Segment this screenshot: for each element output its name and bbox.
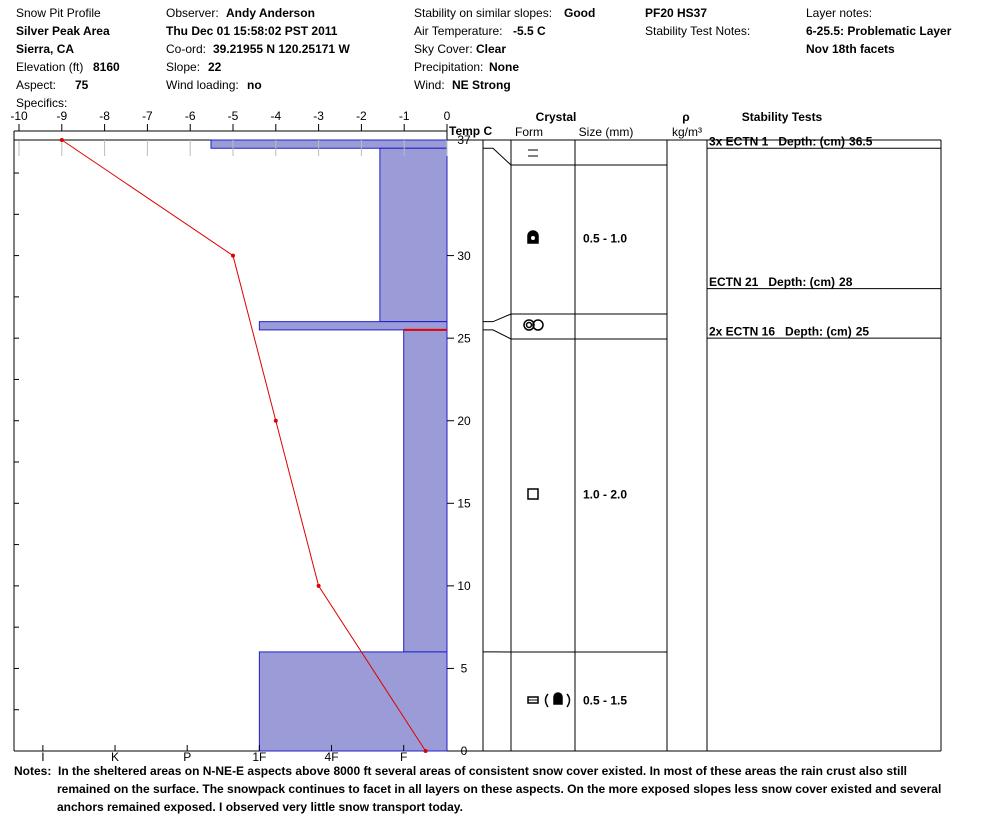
grain-size: 0.5 - 1.5 [583,694,627,708]
hardness-tick-label: P [183,750,191,764]
y-tick-label: 30 [457,249,471,263]
label: Slope: [166,60,200,74]
y-tick-label: 20 [457,414,471,428]
test-depth-label: Depth: (cm) [768,275,835,289]
x-tick-label: -4 [270,109,281,123]
x-tick-label: -1 [399,109,410,123]
label: Co-ord: [166,42,206,56]
value: -5.5 C [513,24,546,38]
column-header: Crystal [536,110,577,124]
grain-symbols [523,149,571,708]
column-header: Form [515,125,543,139]
notes: Notes: In the sheltered areas on N-NE-E … [14,762,949,816]
test-depth-label: Depth: (cm) [778,134,845,148]
label: Aspect: [16,78,56,92]
hardness-tick-label: I [41,750,44,764]
grain-size: 1.0 - 2.0 [583,488,627,502]
value: Andy Anderson [226,6,315,20]
temperature-point [423,749,428,753]
x-tick-label: 0 [444,109,451,123]
x-tick-label: -5 [228,109,239,123]
label: Stability on similar slopes: [414,6,552,20]
column-header: ρ [682,110,689,124]
label: Precipitation: [414,60,483,74]
layer-note: 6-25.5: Problematic Layer [806,24,952,38]
column-header: kg/m³ [672,125,702,139]
label: Layer notes: [806,6,872,20]
title: Snow Pit Profile [16,6,101,20]
column-header: Size (mm) [579,125,634,139]
x-tick-label: -2 [356,109,367,123]
y-tick-label: 5 [461,662,468,676]
y-tick-label: 0 [461,744,468,758]
area: Silver Peak Area [16,24,110,38]
value: Good [564,6,595,20]
label: Elevation (ft) [16,60,83,74]
layer-connector [483,313,512,323]
label: Stability Test Notes: [645,24,750,38]
temperature-point [316,583,321,588]
column-header: Stability Tests [742,110,823,124]
test-depth: 28 [839,275,853,289]
label: Sky Cover: [414,42,473,56]
temperature-point [231,253,235,258]
value: NE Strong [452,78,511,92]
layer-note: Nov 18th facets [806,42,895,56]
hardness-layer [210,139,448,149]
value: 39.21955 N 120.25171 W [213,42,350,56]
value: no [247,78,262,92]
hardness-layer [258,321,448,331]
y-tick-label: 15 [457,496,471,510]
x-tick-label: -10 [10,109,28,123]
x-axis-label: Temp C [449,124,492,138]
hardness-tick-label: F [400,750,407,764]
y-tick-label: 37 [457,133,471,147]
value: 75 [75,78,89,92]
grain-size: 0.5 - 1.0 [583,232,627,246]
layer-connector [483,329,512,340]
temperature-point [59,138,64,142]
label: Observer: [166,6,219,20]
x-tick-label: -9 [56,109,67,123]
notes-text: In the sheltered areas on N-NE-E aspects… [57,764,942,814]
temperature-point [273,418,278,423]
label: Specifics: [16,96,67,110]
region: Sierra, CA [16,42,74,56]
label: Wind loading: [166,78,239,92]
hardness-tick-label: 4F [325,750,339,764]
notes-label: Notes: [14,764,52,778]
y-tick-label: 25 [457,331,471,345]
label: Wind: [414,78,445,92]
test-depth-label: Depth: (cm) [785,324,852,338]
x-tick-label: -7 [142,109,153,123]
label: Air Temperature: [414,24,502,38]
hardness-layer [379,147,448,323]
test-depth: 25 [856,324,870,338]
value: None [489,60,519,74]
date: Thu Dec 01 15:58:02 PST 2011 [166,24,338,38]
x-tick-label: -3 [313,109,324,123]
x-tick-label: -6 [185,109,196,123]
test-name: 3x ECTN 1 [709,134,769,148]
hardness-tick-label: 1F [252,750,266,764]
layer-connector [483,147,512,166]
hardness-layer [258,651,448,752]
y-tick-label: 10 [457,579,471,593]
hardness-layer [403,329,448,653]
value: Clear [476,42,506,56]
hardness-tick-label: K [111,750,119,764]
pit: PF20 HS37 [645,6,707,20]
value: 8160 [93,60,120,74]
test-depth: 36.5 [849,134,873,148]
x-tick-label: -8 [99,109,110,123]
test-name: 2x ECTN 16 [709,324,775,338]
value: 22 [208,60,222,74]
test-name: ECTN 21 [709,275,759,289]
